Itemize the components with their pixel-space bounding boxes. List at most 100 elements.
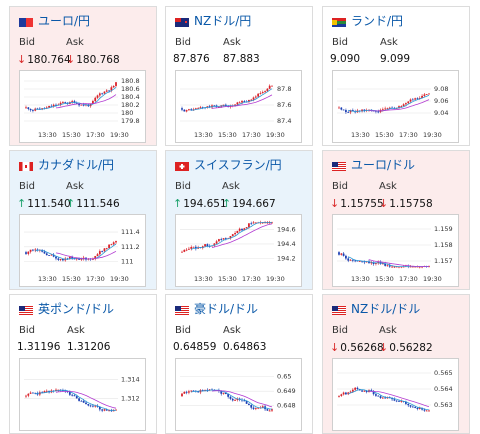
- candle: [183, 391, 186, 394]
- pair-name[interactable]: NZドル/円: [194, 13, 252, 28]
- pair-name[interactable]: ユーロ/円: [38, 13, 91, 28]
- pair-title-link[interactable]: カナダドル/円: [19, 156, 114, 172]
- candle: [379, 396, 382, 398]
- rate-card[interactable]: カナダドル/円 Bid Ask ↑111.540 ↑111.546 111.4 111.2 1…: [9, 150, 157, 290]
- candlestick-chart[interactable]: 111.4 111.2 111 13:30 15:30 17:30 19:30: [19, 214, 146, 287]
- candle: [395, 400, 398, 402]
- candle: [185, 391, 188, 393]
- candle: [342, 109, 345, 111]
- x-tick-label: 15:30: [62, 131, 81, 139]
- pair-title-link[interactable]: 英ポンド/ドル: [19, 300, 114, 316]
- candle: [340, 253, 343, 255]
- bid-label: Bid: [175, 181, 191, 192]
- candle: [181, 393, 183, 397]
- candle: [257, 93, 260, 97]
- bid-value: ↓0.56268: [330, 341, 384, 354]
- rate-card[interactable]: 豪ドル/ドル Bid Ask 0.64859 0.64863 0.65 0.649 0.648: [165, 294, 313, 434]
- za-flag-icon: [332, 16, 346, 27]
- pair-title-link[interactable]: NZドル/円: [175, 12, 251, 28]
- rate-card[interactable]: NZドル/ドル Bid Ask ↓0.56268 ↓0.56282 0.565 0.564 0…: [322, 294, 470, 434]
- candle: [411, 266, 414, 268]
- candlestick-chart[interactable]: 180.8 180.6 180.4 180.2 180 179.8 13:30 15:30 17…: [19, 70, 146, 143]
- candlestick-chart[interactable]: 194.6 194.4 194.2 13:30 15:30 17:30 19:30: [175, 214, 302, 287]
- bid-label: Bid: [19, 181, 35, 192]
- pair-name[interactable]: 英ポンド/ドル: [38, 301, 115, 316]
- candle: [29, 108, 32, 111]
- ask-value-number: 1.15758: [389, 198, 433, 210]
- bid-label: Bid: [332, 181, 348, 192]
- bid-value-number: 1.15755: [340, 198, 384, 210]
- candle: [345, 392, 347, 395]
- candle: [338, 107, 340, 109]
- ch-flag-icon: [175, 160, 189, 171]
- candle: [236, 230, 239, 233]
- candle: [241, 228, 243, 231]
- candle: [82, 104, 85, 106]
- y-tick-label: 87.4: [277, 117, 291, 125]
- candle: [416, 266, 419, 268]
- rate-card[interactable]: スイスフラン/円 Bid Ask ↑194.651 ↑194.667 194.6 194.4…: [165, 150, 313, 290]
- pair-name[interactable]: スイスフラン/円: [194, 157, 282, 172]
- candlestick-chart[interactable]: 87.8 87.6 87.4 13:30 15:30 17:30 19:30: [175, 70, 302, 143]
- candle: [194, 246, 197, 249]
- candle: [96, 95, 99, 98]
- candle: [43, 251, 46, 254]
- candle: [43, 391, 46, 393]
- pair-title-link[interactable]: NZドル/ドル: [332, 300, 420, 316]
- candle: [181, 251, 183, 253]
- candle: [257, 407, 260, 409]
- pair-title-link[interactable]: ユーロ/ドル: [332, 156, 415, 172]
- pair-name[interactable]: 豪ドル/ドル: [194, 301, 259, 316]
- candle: [411, 99, 414, 101]
- y-tick-label: 1.157: [434, 257, 453, 265]
- rate-card[interactable]: 英ポンド/ドル Bid Ask 1.31196 1.31206 1.314 1.312: [9, 294, 157, 434]
- pair-name[interactable]: ユーロ/ドル: [351, 157, 416, 172]
- candle: [115, 241, 117, 243]
- pair-name[interactable]: NZドル/ドル: [351, 301, 421, 316]
- candlestick-chart[interactable]: 0.565 0.564 0.563: [332, 358, 459, 431]
- moving-average-line: [35, 86, 117, 110]
- candle: [400, 401, 403, 402]
- pair-title-link[interactable]: ランド/円: [332, 12, 403, 28]
- rate-card[interactable]: ユーロ/円 Bid Ask ↓180.764 ↓180.768 180.8 180.6 180…: [9, 6, 157, 146]
- rate-card[interactable]: ユーロ/ドル Bid Ask ↓1.15755 ↓1.15758 1.159 1.158 1.…: [322, 150, 470, 290]
- candle: [80, 259, 83, 260]
- rate-card[interactable]: NZドル/円 Bid Ask 87.876 87.883 87.8 87.6 87.4 13:3…: [165, 6, 313, 146]
- moving-average-line: [55, 391, 117, 409]
- nz-us-flag-icon: [332, 304, 346, 315]
- candle: [75, 396, 78, 399]
- candle: [206, 244, 209, 247]
- candle: [347, 258, 350, 261]
- candle: [78, 103, 80, 106]
- candle: [271, 85, 273, 87]
- candle: [50, 105, 53, 107]
- rate-card[interactable]: ランド/円 Bid Ask 9.090 9.099 9.08 9.06 9.04 13:30 15…: [322, 6, 470, 146]
- candle: [206, 389, 209, 391]
- pair-title-link[interactable]: ユーロ/円: [19, 12, 90, 28]
- candlestick-chart[interactable]: 0.65 0.649 0.648: [175, 358, 302, 431]
- candle: [185, 249, 188, 251]
- pair-title-link[interactable]: 豪ドル/ドル: [175, 300, 258, 316]
- pair-name[interactable]: カナダドル/円: [38, 157, 115, 172]
- candlestick-chart[interactable]: 1.159 1.158 1.157 13:30 15:30 17:30 19:30: [332, 214, 459, 287]
- moving-average-line: [191, 88, 273, 111]
- pair-name[interactable]: ランド/円: [351, 13, 404, 28]
- candle: [94, 405, 97, 407]
- bid-value-number: 0.64859: [173, 341, 217, 353]
- candle: [384, 263, 387, 266]
- eu-us-flag-icon: [332, 160, 346, 171]
- candle: [264, 222, 266, 224]
- candle: [73, 258, 76, 260]
- pair-title-link[interactable]: スイスフラン/円: [175, 156, 282, 172]
- candle: [57, 389, 60, 391]
- candlestick-chart[interactable]: 9.08 9.06 9.04 13:30 15:30 17:30 19:30: [332, 70, 459, 143]
- candle: [375, 394, 377, 396]
- candle: [194, 108, 197, 110]
- moving-average-line: [348, 389, 430, 411]
- candle: [222, 104, 225, 106]
- bid-value-number: 9.090: [330, 53, 361, 65]
- candle: [252, 222, 255, 224]
- candlestick-chart[interactable]: 1.314 1.312: [19, 358, 146, 431]
- y-tick-label: 0.648: [277, 402, 296, 410]
- y-tick-label: 194.2: [277, 254, 296, 262]
